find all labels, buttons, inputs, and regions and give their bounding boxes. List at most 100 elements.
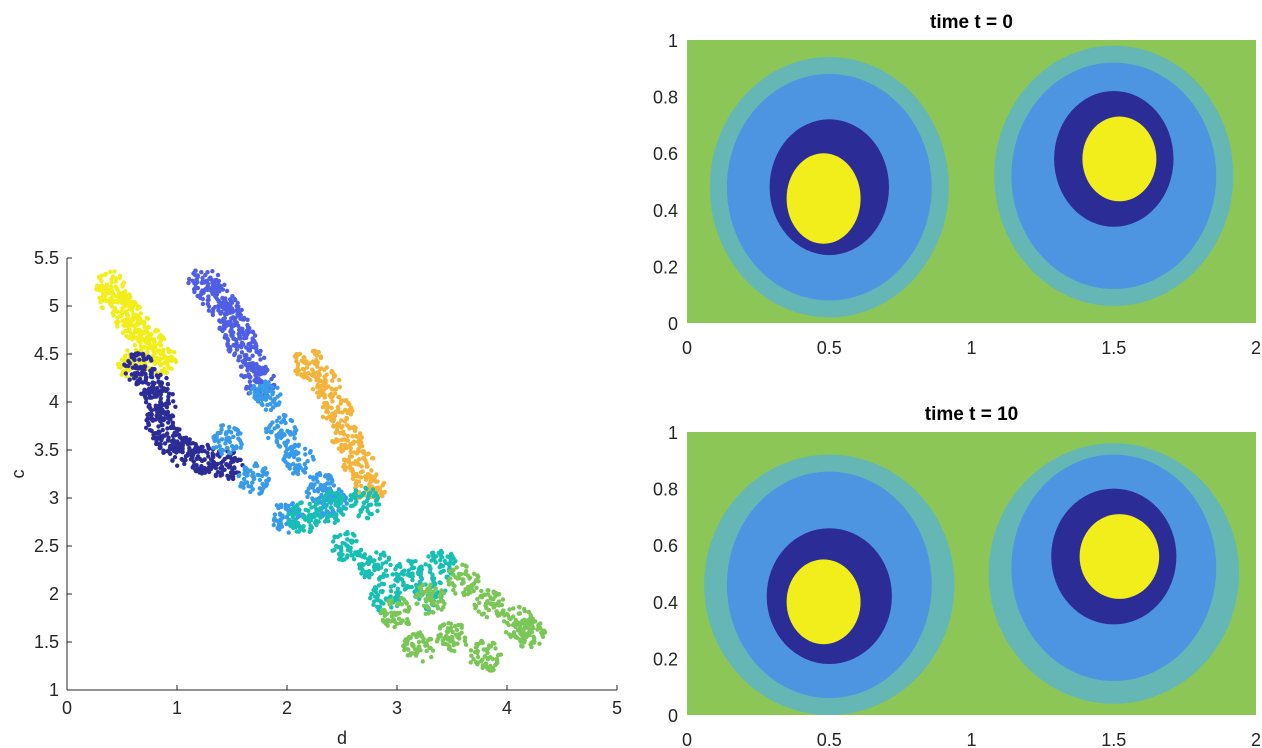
- scatter-point: [246, 484, 251, 489]
- scatter-point: [296, 442, 301, 447]
- scatter-point: [132, 329, 138, 334]
- scatter-point: [205, 283, 211, 288]
- scatter-point: [237, 334, 242, 339]
- scatter-point: [125, 322, 131, 327]
- scatter-point: [317, 471, 322, 476]
- scatter-point: [193, 268, 198, 273]
- scatter-point: [332, 413, 337, 418]
- scatter-point: [501, 608, 506, 613]
- scatter-point: [285, 463, 290, 469]
- scatter-point: [305, 494, 310, 500]
- scatter-point: [263, 397, 269, 402]
- scatter-point: [496, 603, 502, 608]
- scatter-point: [346, 459, 352, 465]
- scatter-point: [108, 269, 113, 274]
- scatter-point: [472, 571, 477, 576]
- scatter-point: [166, 394, 171, 399]
- scatter-point: [138, 364, 143, 370]
- scatter-point: [484, 615, 490, 620]
- scatter-point: [263, 407, 269, 412]
- scatter-point: [160, 351, 166, 357]
- scatter-point: [382, 490, 387, 495]
- scatter-point: [337, 384, 342, 390]
- scatter-point: [267, 425, 272, 430]
- scatter-point: [341, 505, 346, 511]
- scatter-point: [521, 628, 526, 633]
- scatter-axes: 0 1 2 3 4 511.522.533.544.555.5dc: [8, 248, 622, 748]
- scatter-point: [315, 390, 320, 395]
- y-tick-label: 4.5: [34, 344, 59, 364]
- scatter-point: [294, 359, 299, 364]
- scatter-point: [332, 520, 337, 525]
- scatter-point: [105, 282, 110, 287]
- scatter-point: [229, 299, 234, 305]
- scatter-point: [439, 590, 444, 595]
- scatter-point: [435, 637, 440, 642]
- x-axis-label: d: [337, 728, 347, 748]
- scatter-point: [436, 599, 441, 604]
- scatter-point: [368, 595, 373, 601]
- scatter-point: [122, 320, 128, 325]
- scatter-point: [413, 594, 418, 600]
- scatter-point: [410, 643, 415, 648]
- scatter-point: [133, 302, 139, 307]
- scatter-point: [282, 440, 287, 445]
- scatter-point: [397, 561, 402, 567]
- scatter-point: [172, 350, 177, 355]
- scatter-point: [149, 384, 155, 390]
- scatter-point: [158, 343, 164, 348]
- scatter-point: [475, 573, 480, 578]
- scatter-point: [317, 373, 322, 378]
- scatter-point: [333, 512, 338, 517]
- scatter-point: [115, 362, 121, 367]
- scatter-point: [214, 292, 220, 297]
- scatter-point: [217, 325, 223, 331]
- scatter-point: [315, 513, 320, 518]
- scatter-point: [451, 572, 456, 577]
- scatter-point: [162, 402, 167, 408]
- scatter-point: [261, 485, 266, 490]
- scatter-point: [358, 565, 363, 570]
- scatter-point: [210, 269, 215, 274]
- map-panel-t0: time t = 0 0 0.5 1 1.5 2 0 0.2 0.4 0.6 0.8 1: [653, 12, 1261, 358]
- scatter-point: [383, 560, 389, 565]
- scatter-point: [218, 447, 223, 453]
- scatter-point: [334, 490, 340, 495]
- scatter-point: [350, 476, 356, 481]
- scatter-point: [152, 392, 158, 397]
- scatter-point: [236, 327, 242, 333]
- scatter-point: [416, 645, 421, 650]
- y-tick-label: 0.4: [653, 593, 678, 613]
- scatter-point: [258, 371, 264, 377]
- scatter-point: [451, 583, 456, 588]
- scatter-point: [459, 623, 464, 628]
- scatter-point: [340, 557, 345, 562]
- scatter-point: [206, 297, 211, 302]
- scatter-point: [199, 444, 204, 450]
- scatter-point: [215, 272, 221, 278]
- y-tick-label: 4: [49, 392, 59, 412]
- scatter-point: [330, 378, 335, 383]
- scatter-point: [124, 309, 129, 314]
- scatter-point: [324, 416, 329, 421]
- scatter-point: [477, 600, 482, 606]
- scatter-point: [155, 435, 160, 440]
- scatter-point: [298, 465, 303, 470]
- scatter-point: [315, 489, 321, 494]
- scatter-point: [311, 371, 316, 376]
- scatter-point: [285, 428, 290, 434]
- scatter-series: [379, 562, 548, 673]
- scatter-point: [152, 339, 157, 345]
- scatter-point: [109, 277, 114, 282]
- scatter-point: [342, 419, 348, 424]
- scatter-point: [301, 468, 306, 473]
- scatter-point: [494, 661, 499, 666]
- scatter-point: [355, 439, 361, 444]
- scatter-point: [318, 482, 323, 488]
- scatter-point: [119, 357, 125, 362]
- scatter-point: [338, 445, 343, 451]
- scatter-point: [240, 326, 245, 332]
- scatter-point: [513, 617, 518, 623]
- x-tick-label: 0.5: [817, 338, 842, 358]
- scatter-point: [296, 368, 301, 373]
